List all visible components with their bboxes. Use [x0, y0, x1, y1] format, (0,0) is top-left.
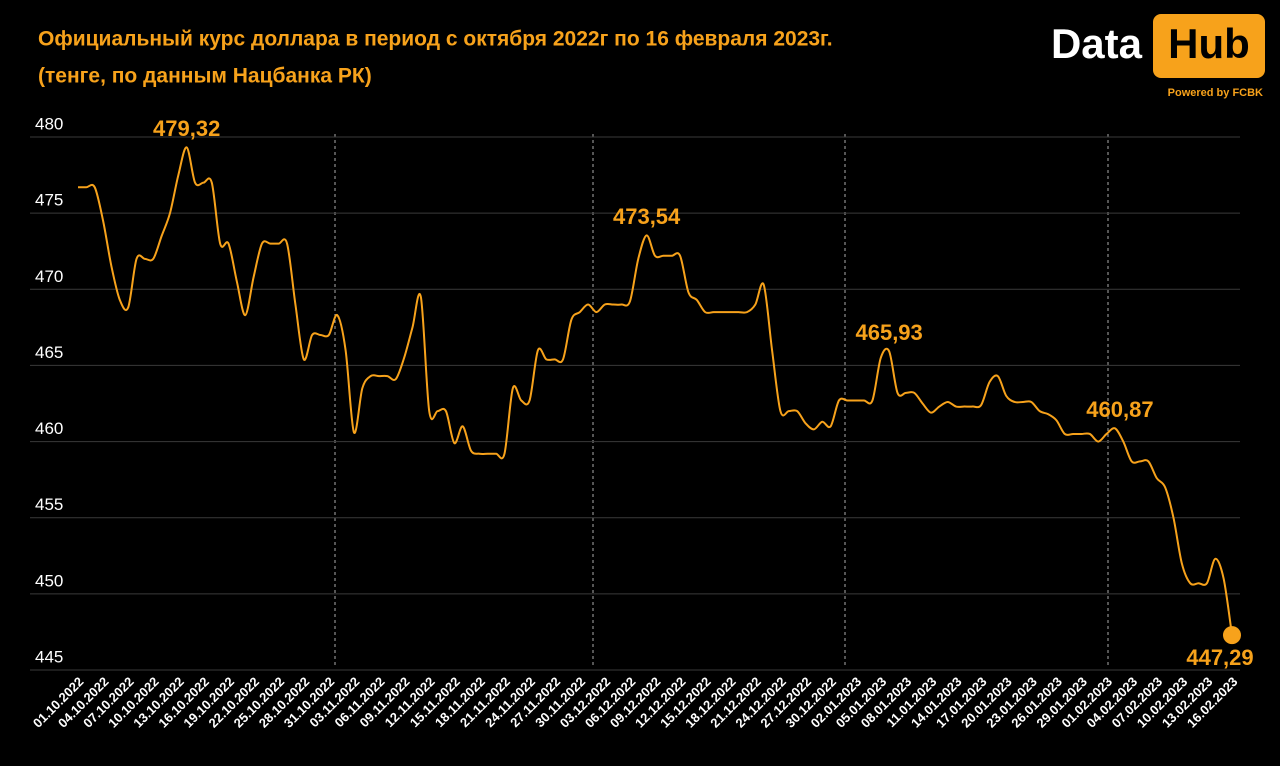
- y-tick-label: 470: [35, 267, 63, 286]
- data-label: 447,29: [1186, 645, 1253, 670]
- y-tick-label: 450: [35, 571, 63, 590]
- y-tick-label: 460: [35, 419, 63, 438]
- logo-box: [1153, 14, 1265, 78]
- chart-subtitle: (тенге, по данным Нацбанка РК): [38, 65, 372, 88]
- logo-text: Hub: [1168, 20, 1250, 67]
- data-label: 465,93: [855, 320, 922, 345]
- logo-text: Data: [1051, 20, 1143, 67]
- line: [78, 146, 1233, 636]
- data-label: 473,54: [613, 204, 681, 229]
- logo-tagline: Powered by FCBK: [1168, 87, 1263, 99]
- data-label: 460,87: [1086, 397, 1153, 422]
- data-label: 479,32: [153, 116, 220, 141]
- y-tick-label: 465: [35, 343, 63, 362]
- y-tick-label: 455: [35, 495, 63, 514]
- end-marker: [1223, 626, 1241, 645]
- y-tick-label: 475: [35, 191, 63, 210]
- y-tick-label: 445: [35, 647, 63, 666]
- chart-title: Официальный курс доллара в период с октя…: [38, 28, 833, 51]
- y-tick-label: 480: [35, 114, 63, 133]
